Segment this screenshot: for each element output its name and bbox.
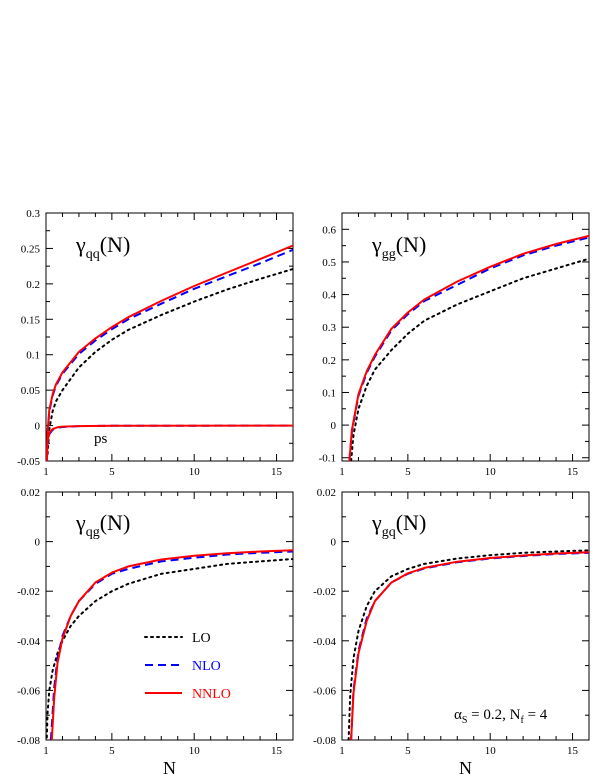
y-tick-label: 0 (35, 537, 41, 549)
legend: LO NLO NNLO (144, 631, 231, 702)
y-tick-label: 0.3 (26, 208, 40, 220)
y-tick-label: 0.2 (26, 279, 40, 291)
y-tick-label: -0.08 (17, 735, 40, 747)
y-tick-label: -0.02 (313, 586, 336, 598)
series-line-lo (46, 558, 293, 739)
series-line-nlo (46, 424, 293, 461)
y-tick-label: 0.3 (322, 322, 336, 334)
y-tick-label: -0.04 (17, 636, 40, 648)
series-line-nlo (49, 550, 293, 740)
series-line-lo (347, 549, 589, 740)
title-subscript: gg (382, 247, 396, 262)
y-tick-label: 0.02 (317, 487, 336, 499)
title-subscript: qg (86, 525, 100, 540)
panel-title-gg: γgg(N) (371, 232, 426, 262)
series-line-lo (46, 268, 293, 455)
x-tick-label: 1 (43, 466, 49, 478)
y-tick-label: 0.6 (322, 224, 336, 236)
ps-label: ps (94, 431, 108, 447)
series-line-lo (350, 257, 589, 461)
panel-title-qg: γqg(N) (75, 510, 130, 540)
x-tick-label: 15 (271, 466, 283, 478)
legend-label-lo: LO (192, 631, 211, 646)
y-tick-label: -0.06 (313, 685, 336, 697)
panel-title-gq: γgq(N) (371, 510, 426, 540)
series-line-nlo (46, 248, 293, 461)
alpha-nf-annotation: αS = 0.2, Nf = 4 (454, 707, 548, 726)
x-tick-label: 10 (189, 466, 201, 478)
y-tick-label: 0.25 (21, 243, 41, 255)
title-gamma: γ (371, 510, 382, 535)
x-tick-label: 15 (271, 745, 283, 757)
y-tick-label: -0.02 (17, 586, 40, 598)
y-tick-label: 0.15 (21, 314, 41, 326)
x-tick-label: 1 (43, 745, 49, 757)
title-subscript: qq (86, 247, 100, 262)
legend-label-nnlo: NNLO (192, 687, 231, 702)
y-tick-label: 0.2 (322, 355, 336, 367)
x-tick-label: 1 (339, 745, 345, 757)
y-tick-label: 0 (35, 421, 41, 433)
series-group (347, 549, 589, 740)
nf-subscript: f (520, 715, 524, 726)
y-tick-label: 0.02 (21, 487, 40, 499)
alpha-symbol: α (454, 707, 462, 723)
series-line-nnlo (46, 424, 293, 461)
y-tick-label: 0 (331, 537, 337, 549)
y-tick-label: -0.05 (17, 456, 40, 468)
series-line-nnlo (350, 551, 589, 740)
x-tick-label: 5 (405, 466, 411, 478)
y-tick-label: -0.06 (17, 685, 40, 697)
annotation-end: = 4 (524, 707, 548, 723)
series-line-nnlo (50, 549, 293, 740)
x-tick-label: 10 (485, 745, 497, 757)
plot-frame (341, 212, 590, 462)
x-tick-label: 5 (405, 745, 411, 757)
legend-label-nlo: NLO (192, 659, 221, 674)
title-gamma: γ (75, 232, 86, 257)
title-subscript: gq (382, 525, 396, 540)
title-gamma: γ (371, 232, 382, 257)
x-axis-title: N (163, 758, 176, 776)
x-axis-title: N (459, 758, 472, 776)
x-tick-label: 5 (109, 466, 115, 478)
title-argument: (N) (396, 510, 427, 535)
y-tick-label: 0.1 (26, 350, 40, 362)
series-line-nlo (348, 236, 589, 461)
y-tick-label: -0.04 (313, 636, 336, 648)
x-tick-label: 5 (109, 745, 115, 757)
title-gamma: γ (75, 510, 86, 535)
y-tick-label: -0.1 (319, 453, 336, 465)
x-tick-label: 1 (339, 466, 345, 478)
series-line-nnlo (46, 244, 293, 461)
y-tick-label: 0.4 (322, 290, 336, 302)
series-group (348, 234, 589, 461)
x-tick-label: 15 (567, 745, 579, 757)
title-argument: (N) (396, 232, 427, 257)
y-tick-label: 0.5 (322, 257, 336, 269)
series-line-nnlo (348, 234, 589, 461)
y-tick-label: 0 (331, 420, 337, 432)
annotation-mid: = 0.2, N (467, 707, 520, 723)
title-argument: (N) (100, 232, 131, 257)
alpha-subscript: S (462, 715, 468, 726)
x-tick-label: 10 (189, 745, 201, 757)
y-tick-label: 0.1 (322, 387, 336, 399)
x-tick-label: 15 (567, 466, 579, 478)
y-tick-label: -0.08 (313, 735, 336, 747)
x-tick-label: 10 (485, 466, 497, 478)
title-argument: (N) (100, 510, 131, 535)
series-group (46, 549, 293, 740)
series-group (46, 244, 293, 461)
panel-title-qq: γqq(N) (75, 232, 130, 262)
y-tick-label: 0.05 (21, 385, 41, 397)
